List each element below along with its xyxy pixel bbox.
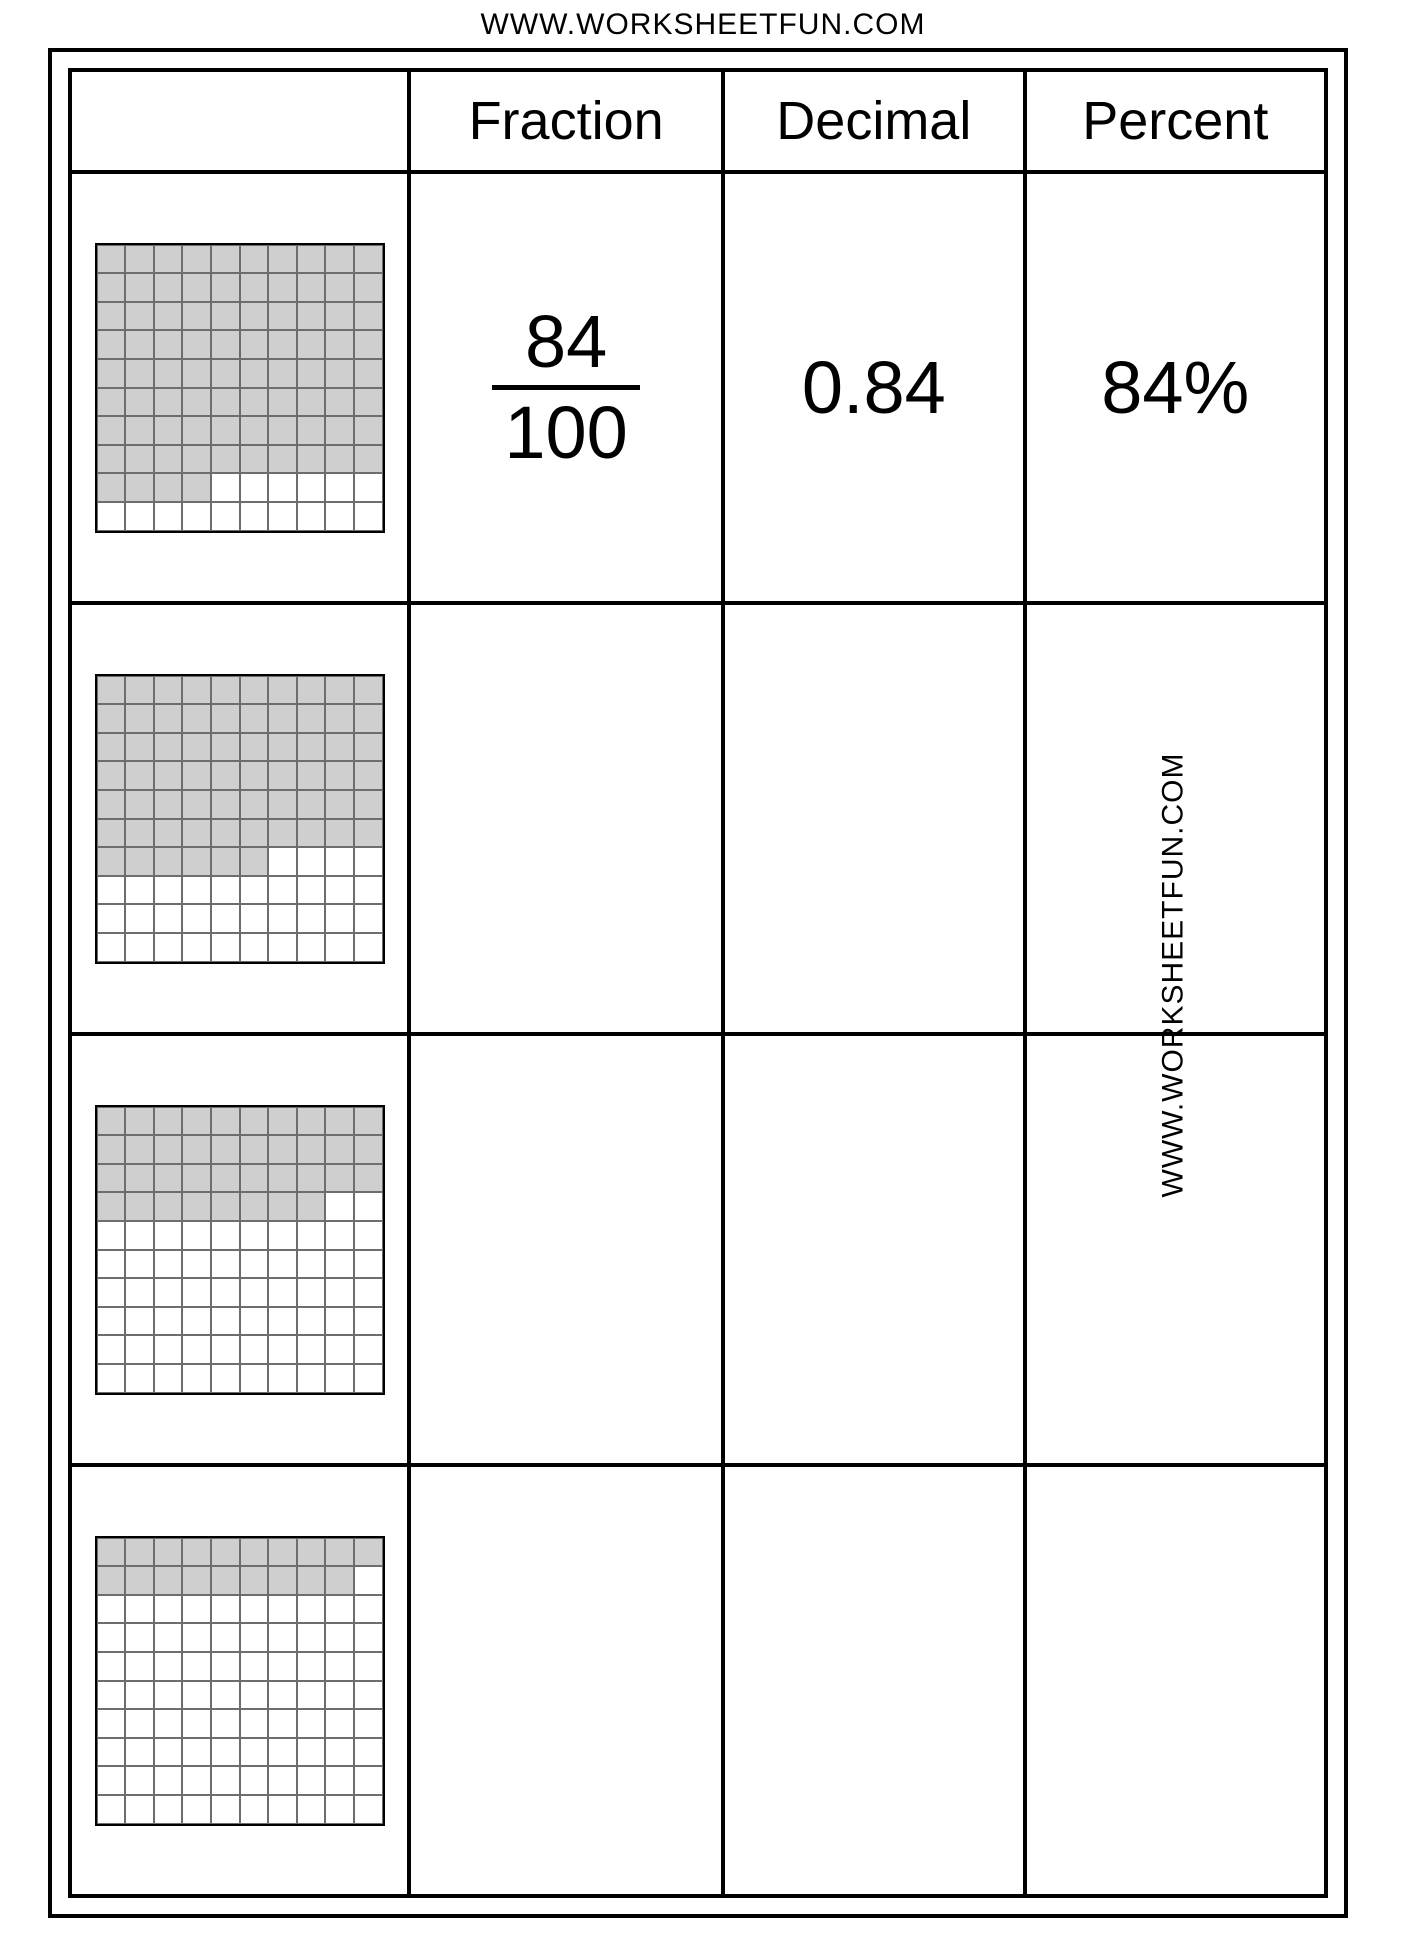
- fraction-denominator: 100: [492, 390, 639, 472]
- grid-cell: [70, 172, 409, 603]
- grid-cell: [70, 1465, 409, 1896]
- table-row: [70, 1034, 1326, 1465]
- grid-cell: [70, 1034, 409, 1465]
- decimal-cell: 0.84: [723, 172, 1024, 603]
- worksheet-table: Fraction Decimal Percent 84100 0.8484%: [68, 68, 1328, 1898]
- hundred-grid: [95, 1536, 385, 1826]
- fraction-value: 84100: [492, 303, 639, 471]
- percent-cell: [1025, 603, 1326, 1034]
- decimal-value: 0.84: [726, 347, 1021, 428]
- grid-cell: [70, 603, 409, 1034]
- header-row: Fraction Decimal Percent: [70, 70, 1326, 172]
- decimal-cell: [723, 1034, 1024, 1465]
- percent-cell: 84%: [1025, 172, 1326, 603]
- fraction-cell: [409, 1465, 723, 1896]
- header-fraction: Fraction: [409, 70, 723, 172]
- decimal-cell: [723, 603, 1024, 1034]
- fraction-cell: [409, 1034, 723, 1465]
- worksheet-frame: Fraction Decimal Percent 84100 0.8484%: [48, 48, 1348, 1918]
- fraction-cell: 84100: [409, 172, 723, 603]
- header-url: WWW.WORKSHEETFUN.COM: [0, 8, 1406, 42]
- hundred-grid: [95, 243, 385, 533]
- header-blank: [70, 70, 409, 172]
- table-row: [70, 1465, 1326, 1896]
- percent-value: 84%: [1028, 347, 1323, 428]
- decimal-cell: [723, 1465, 1024, 1896]
- percent-cell: [1025, 1465, 1326, 1896]
- worksheet-page: WWW.WORKSHEETFUN.COM WWW.WORKSHEETFUN.CO…: [0, 0, 1406, 1950]
- fraction-numerator: 84: [507, 303, 625, 385]
- hundred-grid: [95, 674, 385, 964]
- table-row: [70, 603, 1326, 1034]
- percent-cell: [1025, 1034, 1326, 1465]
- header-decimal: Decimal: [723, 70, 1024, 172]
- fraction-cell: [409, 603, 723, 1034]
- header-percent: Percent: [1025, 70, 1326, 172]
- table-row: 84100 0.8484%: [70, 172, 1326, 603]
- hundred-grid: [95, 1105, 385, 1395]
